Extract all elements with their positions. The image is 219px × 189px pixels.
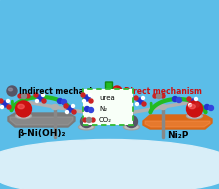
Ellipse shape [87, 118, 92, 122]
Ellipse shape [0, 139, 219, 189]
Text: β-Ni(OH)₂: β-Ni(OH)₂ [17, 129, 65, 139]
Ellipse shape [194, 98, 198, 101]
Ellipse shape [7, 86, 17, 96]
Ellipse shape [81, 115, 92, 128]
Ellipse shape [16, 101, 32, 117]
Ellipse shape [84, 95, 90, 101]
Ellipse shape [159, 105, 166, 109]
Text: Direct mechanism: Direct mechanism [124, 87, 202, 95]
Ellipse shape [9, 88, 12, 91]
Ellipse shape [88, 108, 94, 112]
Ellipse shape [83, 118, 87, 122]
Ellipse shape [153, 94, 157, 98]
Ellipse shape [18, 104, 24, 109]
Ellipse shape [187, 101, 203, 117]
Ellipse shape [2, 101, 8, 107]
Ellipse shape [7, 105, 11, 109]
FancyArrow shape [101, 82, 117, 99]
Ellipse shape [82, 118, 87, 121]
Ellipse shape [7, 99, 9, 102]
Ellipse shape [208, 105, 214, 111]
Ellipse shape [85, 106, 90, 112]
Text: CO₂: CO₂ [99, 117, 112, 123]
Polygon shape [143, 115, 212, 129]
Polygon shape [8, 113, 75, 127]
Ellipse shape [81, 93, 85, 97]
Ellipse shape [141, 97, 145, 99]
Ellipse shape [195, 103, 199, 107]
Text: Ni₂P: Ni₂P [167, 132, 189, 140]
Ellipse shape [105, 148, 219, 189]
Ellipse shape [137, 98, 143, 104]
Ellipse shape [161, 94, 165, 98]
Ellipse shape [134, 96, 138, 100]
Ellipse shape [142, 102, 146, 106]
Ellipse shape [83, 99, 85, 102]
Ellipse shape [89, 99, 93, 103]
Ellipse shape [189, 104, 191, 106]
Ellipse shape [124, 124, 140, 130]
Ellipse shape [205, 105, 210, 109]
Ellipse shape [125, 125, 138, 129]
Ellipse shape [65, 111, 69, 114]
FancyBboxPatch shape [83, 89, 133, 125]
Ellipse shape [173, 97, 178, 101]
Ellipse shape [72, 110, 76, 114]
Ellipse shape [41, 94, 44, 97]
Ellipse shape [189, 104, 195, 109]
Ellipse shape [187, 97, 191, 101]
Ellipse shape [113, 88, 118, 91]
Ellipse shape [187, 113, 203, 119]
Ellipse shape [80, 125, 93, 129]
Text: Indirect mechanism: Indirect mechanism [19, 87, 104, 95]
Ellipse shape [127, 118, 132, 121]
Polygon shape [10, 117, 73, 125]
Ellipse shape [177, 98, 182, 102]
Ellipse shape [157, 94, 161, 98]
Ellipse shape [16, 113, 32, 119]
Ellipse shape [35, 99, 39, 102]
Ellipse shape [125, 115, 138, 128]
Ellipse shape [91, 118, 95, 122]
Ellipse shape [112, 86, 122, 96]
Ellipse shape [18, 94, 22, 98]
Ellipse shape [136, 102, 138, 105]
Ellipse shape [51, 105, 58, 109]
Ellipse shape [64, 104, 68, 108]
Ellipse shape [62, 99, 67, 105]
Ellipse shape [71, 105, 74, 108]
Ellipse shape [190, 99, 196, 105]
Ellipse shape [0, 105, 4, 108]
Ellipse shape [9, 164, 209, 189]
Ellipse shape [58, 98, 62, 104]
Polygon shape [145, 121, 210, 127]
Ellipse shape [42, 99, 46, 103]
Ellipse shape [34, 93, 38, 97]
Ellipse shape [188, 114, 201, 118]
Ellipse shape [37, 95, 43, 101]
Ellipse shape [88, 94, 92, 97]
Ellipse shape [26, 94, 30, 98]
Ellipse shape [67, 106, 73, 112]
Ellipse shape [0, 151, 110, 189]
Ellipse shape [0, 99, 3, 103]
Text: N₂: N₂ [99, 106, 107, 112]
Ellipse shape [17, 114, 30, 118]
Text: urea: urea [99, 95, 115, 101]
Ellipse shape [21, 94, 26, 98]
Ellipse shape [79, 124, 95, 130]
